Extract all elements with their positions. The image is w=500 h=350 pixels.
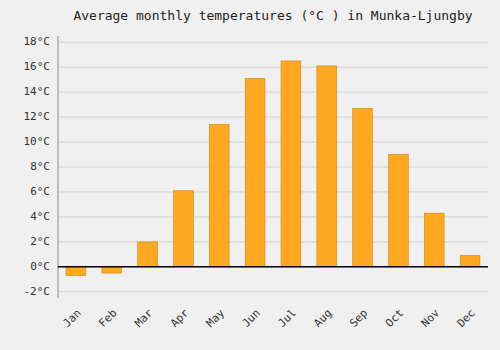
grid-line: [58, 241, 488, 242]
y-tick-label: 18°C: [24, 35, 51, 48]
bar: [138, 242, 158, 267]
bars: [66, 61, 480, 276]
x-tick-label: Feb: [96, 307, 119, 330]
x-tick-label: Jun: [240, 307, 263, 330]
bar: [66, 267, 86, 276]
grid-line: [58, 92, 488, 93]
title: Average monthly temperatures (°C ) in Mu…: [73, 8, 472, 23]
bar: [353, 108, 373, 266]
bar: [102, 267, 122, 273]
x-tick-label: Sep: [347, 307, 370, 330]
x-tick-label: May: [204, 306, 228, 330]
grid-line: [58, 67, 488, 68]
bar: [389, 155, 409, 267]
x-tick-label: Jan: [60, 307, 83, 330]
bar: [424, 213, 444, 267]
grid-line: [58, 266, 488, 267]
x-tick-label: Apr: [168, 306, 192, 330]
y-tick-label: 14°C: [24, 85, 51, 98]
grid-line: [58, 142, 488, 143]
y-axis: -2°C 0°C 2°C 4°C 6°C 8°C 10°C 12°C 14°C 16°C 18°C: [24, 35, 51, 298]
y-tick-label: 4°C: [30, 210, 50, 223]
y-tick-label: -2°C: [24, 285, 51, 298]
bar: [174, 191, 194, 267]
y-tick-label: 16°C: [24, 60, 51, 73]
y-tick-label: 0°C: [30, 260, 50, 273]
grid-line: [58, 167, 488, 168]
grid-line: [58, 191, 488, 192]
y-axis-line: [58, 36, 59, 298]
y-tick-label: 8°C: [30, 160, 50, 173]
bar: [245, 78, 265, 266]
grid-line: [58, 216, 488, 217]
background: [0, 0, 500, 350]
bar: [209, 125, 229, 267]
x-tick-label: Jul: [275, 307, 298, 330]
bar: [317, 66, 337, 267]
grid-line: [58, 42, 488, 43]
y-tick-label: 10°C: [24, 135, 51, 148]
chart: -2°C 0°C 2°C 4°C 6°C 8°C 10°C 12°C 14°C 16°C 18°C J…: [0, 0, 500, 350]
zero-line: [58, 266, 488, 268]
grid-line: [58, 117, 488, 118]
grid-line: [58, 291, 488, 292]
y-tick-label: 2°C: [30, 235, 50, 248]
y-tick-label: 12°C: [24, 110, 51, 123]
bar: [281, 61, 301, 267]
chart-container: -2°C 0°C 2°C 4°C 6°C 8°C 10°C 12°C 14°C 16°C 18°C J…: [0, 0, 500, 350]
y-tick-label: 6°C: [30, 185, 50, 198]
grid: [58, 42, 488, 292]
x-tick-label: Dec: [455, 307, 478, 330]
x-tick-label: Nov: [419, 306, 443, 330]
x-tick-label: Mar: [132, 306, 156, 330]
bar: [460, 256, 480, 267]
x-tick-label: Oct: [383, 307, 406, 330]
x-axis: Jan Feb Mar Apr May Jun Jul Aug Sep Oct Nov Dec: [60, 306, 477, 330]
x-tick-label: Aug: [311, 307, 334, 330]
